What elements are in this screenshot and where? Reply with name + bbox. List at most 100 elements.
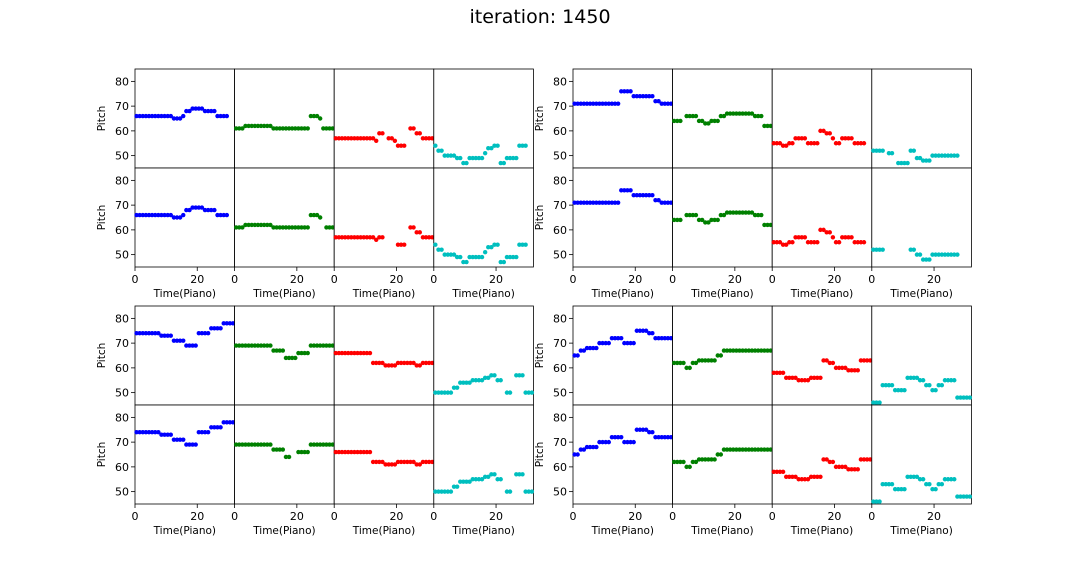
note-point <box>581 200 587 205</box>
note-point <box>196 106 202 111</box>
note-point <box>681 360 686 366</box>
y-tick-label: 70 <box>553 337 567 350</box>
note-point <box>486 474 491 479</box>
note-point <box>581 447 587 452</box>
note-point <box>156 430 161 435</box>
note-point <box>836 464 842 470</box>
note-point <box>159 333 164 338</box>
note-point <box>640 328 646 333</box>
note-point <box>634 328 640 333</box>
note-point <box>398 143 404 148</box>
note-point <box>417 131 422 136</box>
note-point <box>727 447 733 452</box>
note-point <box>233 126 239 131</box>
note-point <box>467 155 472 161</box>
note-point <box>805 477 811 482</box>
note-point <box>927 482 932 487</box>
note-point <box>299 126 304 131</box>
note-point <box>643 193 649 198</box>
note-point <box>603 439 608 445</box>
note-point <box>625 340 630 346</box>
note-point <box>899 387 904 393</box>
note-point <box>584 444 590 450</box>
note-point <box>137 331 142 336</box>
note-point <box>237 126 242 131</box>
note-point <box>417 363 422 368</box>
note-point <box>507 390 513 395</box>
note-point <box>143 113 149 119</box>
note-point <box>165 113 170 119</box>
panel-frame <box>134 167 235 268</box>
note-point <box>612 200 618 205</box>
note-point <box>489 245 494 250</box>
note-point <box>408 126 413 131</box>
note-point <box>321 442 326 447</box>
note-point <box>864 358 870 363</box>
note-point <box>330 126 335 131</box>
note-point <box>430 459 435 465</box>
note-point <box>265 222 270 228</box>
note-point <box>149 113 155 119</box>
note-point <box>578 101 583 106</box>
note-point <box>436 390 441 395</box>
note-point <box>731 210 736 215</box>
note-point <box>430 235 435 240</box>
note-point <box>358 350 363 356</box>
note-point <box>486 375 491 380</box>
note-point <box>414 462 419 467</box>
note-point <box>706 358 711 363</box>
note-point <box>439 390 444 395</box>
note-point <box>454 155 460 161</box>
y-tick-label: 60 <box>115 461 129 474</box>
note-point <box>749 348 755 353</box>
note-point <box>911 474 917 479</box>
x-axis-label: Time(Piano) <box>153 525 216 537</box>
note-point <box>709 457 714 462</box>
note-point <box>514 254 519 260</box>
note-point <box>196 205 202 210</box>
note-point <box>358 449 363 455</box>
note-point <box>752 113 758 119</box>
note-point <box>625 439 630 445</box>
note-point <box>451 484 457 489</box>
note-point <box>314 442 320 447</box>
note-point <box>420 360 426 366</box>
note-point <box>286 454 292 460</box>
note-point <box>805 378 811 383</box>
note-point <box>174 437 180 442</box>
note-point <box>159 113 164 119</box>
note-point <box>246 442 251 447</box>
note-point <box>712 217 717 223</box>
note-point <box>877 247 882 252</box>
note-point <box>143 331 149 336</box>
note-point <box>482 474 488 479</box>
note-point <box>693 360 699 366</box>
note-point <box>349 350 354 356</box>
x-tick-label: 0 <box>231 510 238 523</box>
x-axis-label: Time(Piano) <box>790 288 853 300</box>
note-point <box>724 111 730 116</box>
note-point <box>920 257 926 262</box>
note-point <box>498 160 503 166</box>
x-tick-label: 20 <box>489 273 503 286</box>
note-point <box>461 479 466 484</box>
note-point <box>243 222 248 228</box>
note-point <box>523 489 528 494</box>
note-point <box>159 432 164 437</box>
note-point <box>572 353 577 358</box>
note-point <box>464 380 469 385</box>
note-point <box>430 136 435 141</box>
note-point <box>712 457 717 462</box>
panel-frame <box>871 404 972 505</box>
note-point <box>874 148 879 153</box>
note-point <box>740 348 745 353</box>
note-point <box>402 143 407 148</box>
x-axis-label: Time(Piano) <box>153 288 216 300</box>
note-point <box>529 489 535 494</box>
note-point <box>140 212 145 218</box>
note-point <box>364 350 370 356</box>
note-point <box>840 235 845 240</box>
note-point <box>461 160 466 166</box>
note-point <box>687 113 692 119</box>
note-point <box>467 254 472 260</box>
